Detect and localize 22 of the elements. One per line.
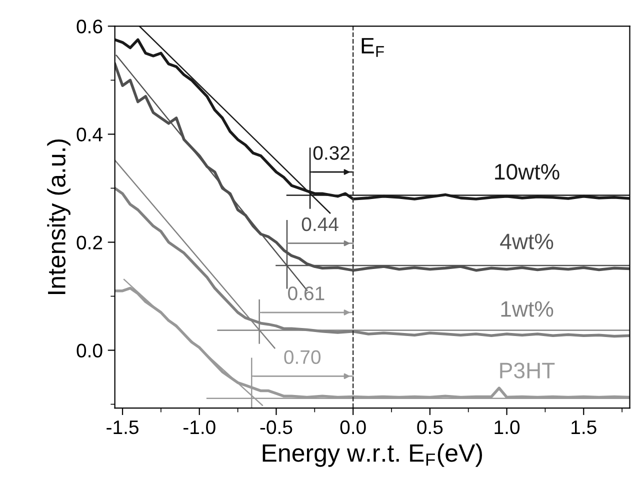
y-tick-label: 0.0 (76, 344, 102, 358)
y-axis-title: Intensity (a.u.) (47, 139, 70, 294)
y-tick-label: 0.6 (76, 20, 102, 34)
ref-line-label: E$_{F}$ (362, 38, 384, 57)
annotation: 0.70 (284, 350, 321, 364)
y-tick-label: 0.4 (76, 128, 102, 142)
series-label: 10wt% (495, 164, 560, 180)
series-label: 1wt% (501, 301, 554, 317)
x-tick-label: 1.0 (494, 420, 520, 434)
x-tick-label: -1.5 (106, 420, 138, 434)
annotation: 0.32 (313, 146, 350, 160)
x-tick-label: -0.5 (260, 420, 292, 434)
annotation: 0.44 (302, 217, 338, 232)
x-axis-title: Energy w.r.t. E$_{F}$(eV) (262, 444, 482, 467)
series-label: P3HT (500, 362, 555, 378)
series-label: 4wt% (500, 234, 554, 250)
x-tick-label: 1.5 (572, 420, 596, 434)
x-tick-label: 0.5 (417, 420, 443, 434)
annotation: 0.61 (288, 286, 324, 300)
x-tick-label: 0.0 (340, 420, 366, 434)
x-tick-label: -1.0 (183, 420, 216, 434)
y-tick-label: 0.2 (76, 236, 102, 250)
